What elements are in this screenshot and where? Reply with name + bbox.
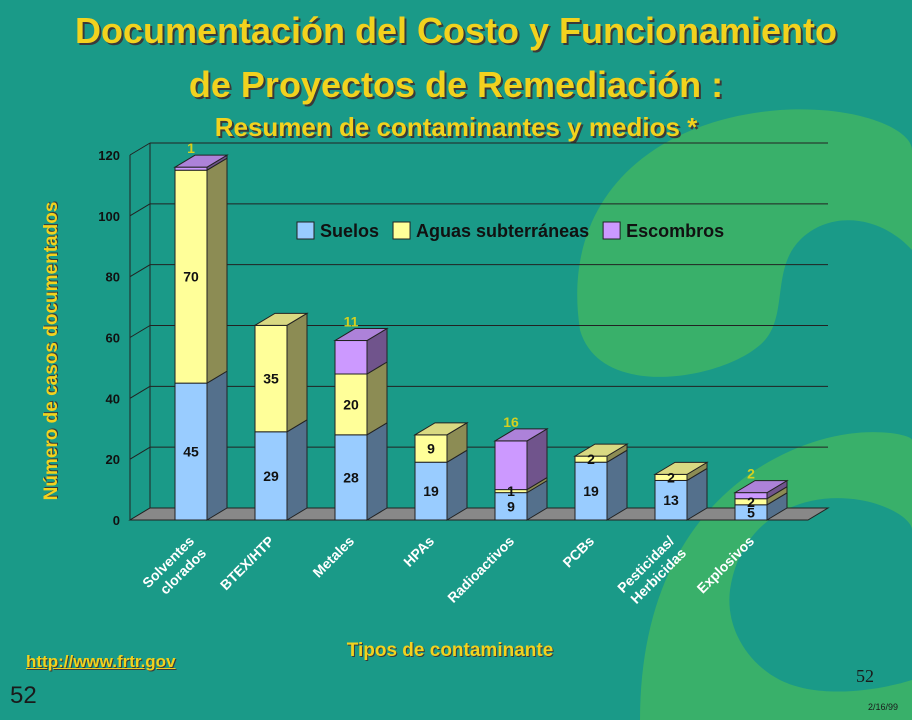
data-label: 1 xyxy=(507,483,515,499)
y-tick-label: 100 xyxy=(98,209,120,224)
data-label: 2 xyxy=(587,451,595,467)
gridline-diagonal xyxy=(129,325,151,338)
data-label: 11 xyxy=(344,314,359,330)
data-label: 2 xyxy=(747,494,755,510)
data-label: 9 xyxy=(507,498,515,514)
legend-swatch xyxy=(602,221,621,240)
x-tick-label: Explosivos xyxy=(694,533,758,597)
bar-segment-top xyxy=(413,422,469,436)
bar-segment-top xyxy=(493,428,549,442)
data-label: 35 xyxy=(263,371,279,387)
chart-bars xyxy=(173,154,789,521)
x-tick-label-line: Metales xyxy=(309,533,357,581)
bar-segment-front xyxy=(334,373,368,436)
x-tick-label: BTEX/HTP xyxy=(217,533,277,593)
slide-number-left: 52 xyxy=(10,682,37,709)
x-tick-label: Pesticidas/Herbicidas xyxy=(614,533,689,607)
gridline-diagonal xyxy=(129,142,151,156)
chart-floor xyxy=(128,507,830,521)
bar-segment-side xyxy=(366,361,388,436)
data-label: 70 xyxy=(183,269,199,285)
y-axis-label: Número de casos documentados xyxy=(41,201,62,501)
data-label: 2 xyxy=(667,469,675,485)
data-label: 19 xyxy=(423,483,439,499)
legend-swatch xyxy=(392,221,411,240)
x-tick-label-line: PCBs xyxy=(559,533,597,571)
x-tick-label: Metales xyxy=(309,533,357,581)
chart-legend: Suelos Aguas subterráneas Escombros xyxy=(296,221,724,241)
data-label: 13 xyxy=(663,492,679,508)
y-tick-label: 80 xyxy=(106,270,120,285)
decor-swoosh-inner xyxy=(729,498,912,692)
slide-number-right: 52 xyxy=(856,666,874,686)
legend-entry: Escombros xyxy=(626,221,724,241)
gridline-diagonal xyxy=(129,385,151,399)
slide-date: 2/16/99 xyxy=(868,702,899,712)
bar-segment-front xyxy=(574,461,608,521)
x-tick-label-line: Radioactivos xyxy=(444,533,517,606)
data-label: 5 xyxy=(747,504,755,520)
x-tick-label: Radioactivos xyxy=(444,533,517,606)
data-label: 19 xyxy=(583,483,599,499)
bar-segment-front xyxy=(414,434,448,463)
bar-segment-top xyxy=(173,154,229,168)
page-subtitle: Resumen de contaminantes y medios * xyxy=(214,112,698,142)
bar-segment-top xyxy=(653,461,709,475)
data-label: 29 xyxy=(263,468,279,484)
data-label: 45 xyxy=(183,444,199,460)
data-label: 20 xyxy=(343,396,359,412)
legend-entry: Suelos xyxy=(320,221,379,241)
bar-segment-top xyxy=(333,328,389,342)
y-tick-label: 120 xyxy=(98,148,120,163)
x-tick-label: PCBs xyxy=(559,533,597,571)
bar-segment-front xyxy=(334,340,368,375)
gridline-diagonal xyxy=(129,203,151,217)
bar-segment-top xyxy=(253,312,309,326)
data-label: 2 xyxy=(747,466,755,482)
data-label: 16 xyxy=(503,414,519,430)
y-tick-label: 20 xyxy=(106,452,120,467)
bar-segment-side xyxy=(366,421,388,521)
legend-entry: Aguas subterráneas xyxy=(416,221,589,241)
y-tick-label: 0 xyxy=(113,513,120,528)
bar-segment-side xyxy=(286,418,308,521)
x-axis-label: Tipos de contaminante xyxy=(346,640,554,661)
x-tick-label: HPAs xyxy=(400,533,437,570)
bar-segment-top xyxy=(573,443,629,457)
x-tick-label-line: Explosivos xyxy=(694,533,758,597)
gridline-diagonal xyxy=(129,446,151,460)
bar-segment-side xyxy=(206,370,228,521)
y-tick-label: 40 xyxy=(106,391,120,406)
data-label: 28 xyxy=(343,469,359,485)
page-title-line-1: Documentación del Costo y Funcionamiento xyxy=(74,10,838,51)
y-tick-label: 60 xyxy=(106,331,120,346)
bar-segment-side xyxy=(206,157,228,385)
data-label: 1 xyxy=(187,140,195,156)
source-url-link[interactable]: http://www.frtr.gov xyxy=(26,652,176,671)
decor-swoosh-top xyxy=(577,109,912,377)
x-tick-label-line: HPAs xyxy=(400,533,437,570)
legend-swatch xyxy=(296,221,315,240)
page-title-line-2: de Proyectos de Remediación : xyxy=(188,64,724,105)
data-label: 9 xyxy=(427,441,435,457)
bar-segment-side xyxy=(286,312,308,433)
gridline-diagonal xyxy=(129,264,151,278)
x-tick-label-line: BTEX/HTP xyxy=(217,533,277,593)
bar-segment-top xyxy=(733,480,789,494)
